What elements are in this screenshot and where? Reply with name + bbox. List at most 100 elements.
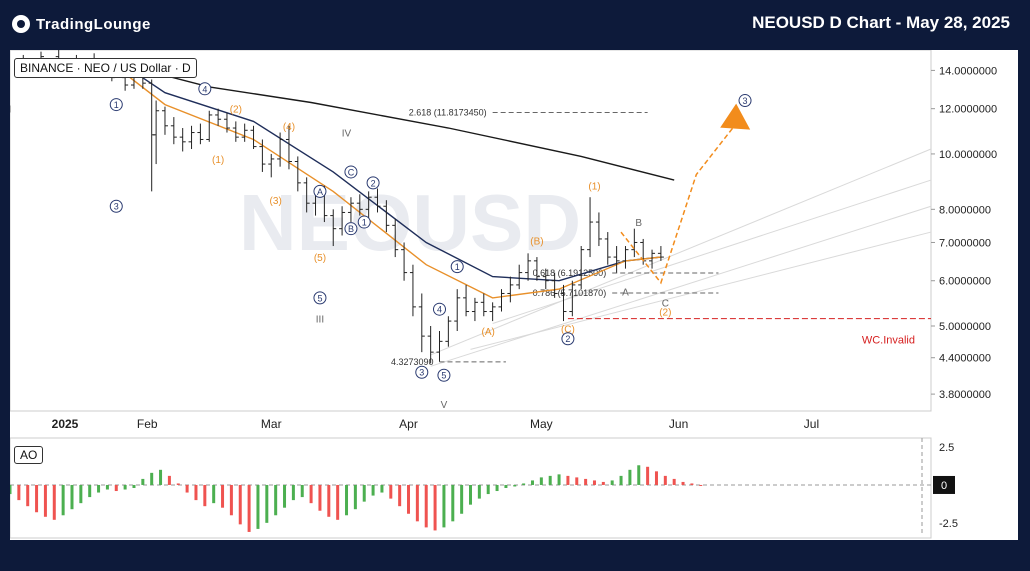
wave-label: 1: [114, 100, 119, 110]
ao-bar: [522, 483, 526, 485]
ao-bar: [362, 484, 366, 502]
time-tick-label: Apr: [399, 417, 418, 431]
wave-label: (2): [230, 105, 242, 116]
indicator-label[interactable]: AO: [14, 446, 44, 464]
ao-bar: [176, 483, 180, 485]
price-tick-label: 7.0000000: [939, 237, 991, 249]
ao-bar: [265, 484, 269, 523]
ao-bar: [637, 465, 641, 485]
ao-bar: [97, 484, 101, 493]
ao-bar: [663, 475, 667, 485]
ao-bar: [628, 469, 632, 485]
ao-bar: [336, 484, 340, 520]
ao-current-value-badge: [933, 475, 955, 494]
ao-bar: [114, 484, 118, 492]
ao-bar: [530, 480, 534, 485]
logo-icon: [12, 15, 30, 33]
ao-bar: [353, 484, 357, 510]
ao-bar: [424, 484, 428, 528]
time-tick-label: Feb: [137, 417, 158, 431]
ao-bar: [238, 484, 242, 525]
wave-marker: [357, 215, 371, 229]
ao-bar: [601, 481, 605, 485]
ao-bar: [433, 484, 437, 531]
watermark: NEOUSD: [239, 178, 581, 267]
ao-bar: [610, 480, 614, 485]
wave-marker: [561, 332, 575, 346]
wave-label: I: [10, 105, 11, 116]
price-tick-label: 3.8000000: [939, 389, 991, 401]
ao-bar: [17, 484, 21, 501]
level-label: 0.618 (6.1912500): [533, 268, 607, 278]
wave-label: (C): [561, 324, 575, 335]
ao-bar: [159, 469, 163, 485]
wave-label: (B): [530, 237, 543, 248]
chart-svg[interactable]: NEOUSD 2.618 (11.8173450) 0.618 (6.191250…: [8, 49, 1018, 540]
ao-bar: [247, 484, 251, 532]
invalidation-label: WC.Invalid: [862, 335, 915, 347]
ao-bar: [477, 484, 481, 499]
ao-tick-label: 0: [941, 480, 947, 492]
wave-label: 1: [362, 218, 367, 228]
ao-bar: [566, 475, 570, 485]
wave-label: C: [662, 298, 669, 309]
logo-text: TradingLounge: [36, 15, 151, 33]
time-tick-label: 2025: [52, 417, 79, 431]
ao-bar: [194, 484, 198, 501]
wave-label: V: [441, 400, 448, 411]
price-tick-label: 10.0000000: [939, 149, 997, 161]
level-label: 0.786 (5.7101870): [533, 288, 607, 298]
plot-area[interactable]: NEOUSD 2.618 (11.8173450) 0.618 (6.191250…: [8, 49, 1018, 540]
wave-label: 3: [419, 368, 424, 378]
wave-marker: [738, 94, 752, 108]
ao-bar: [460, 484, 464, 514]
ao-bar: [52, 484, 56, 520]
symbol-label[interactable]: BINANCE · NEO / US Dollar · D: [14, 58, 197, 78]
ao-bar: [345, 484, 349, 516]
ao-bar: [380, 484, 384, 493]
ao-bar: [469, 484, 472, 505]
wave-label: III: [316, 315, 324, 326]
ao-bar: [584, 478, 588, 485]
ao-bar: [132, 484, 136, 488]
ao-bar: [699, 484, 703, 486]
price-tick-label: 5.0000000: [939, 321, 991, 333]
wave-label: 5: [317, 293, 322, 303]
header: TradingLounge NEOUSD D Chart - May 28, 2…: [0, 0, 1030, 48]
ao-bar: [309, 484, 313, 504]
wave-label: (A): [482, 327, 495, 338]
ao-bar: [486, 484, 490, 495]
ao-bar: [495, 484, 499, 492]
wave-label: IV: [342, 129, 352, 140]
wave-marker: [313, 184, 327, 198]
wave-label: B: [635, 218, 642, 229]
ao-bar: [43, 484, 47, 517]
moving-average-line: [115, 66, 661, 299]
wave-marker: [344, 165, 358, 179]
ao-bar: [79, 484, 83, 504]
wave-label: A: [622, 287, 629, 298]
ao-bar: [398, 484, 402, 507]
price-tick-label: 8.0000000: [939, 204, 991, 216]
ao-bar: [513, 484, 517, 487]
ao-bar: [229, 484, 233, 516]
time-tick-label: Jun: [669, 417, 688, 431]
wave-label: 1: [455, 262, 460, 272]
wave-label: 4: [202, 84, 207, 94]
ao-bar: [327, 484, 331, 517]
ao-bar: [291, 484, 295, 501]
wave-marker: [109, 98, 123, 112]
ao-bar: [105, 484, 109, 490]
ao-bar: [619, 475, 623, 485]
ao-bar: [70, 484, 74, 510]
wave-marker: [313, 291, 327, 305]
wave-marker: [433, 302, 447, 316]
ao-bar: [672, 478, 676, 485]
wave-label: 4: [437, 305, 442, 315]
time-tick-label: Jul: [804, 417, 819, 431]
time-tick-label: May: [530, 417, 553, 431]
wave-marker: [109, 199, 123, 213]
ao-bar: [548, 475, 552, 485]
time-tick-label: Mar: [261, 417, 282, 431]
ao-bar: [274, 484, 278, 516]
